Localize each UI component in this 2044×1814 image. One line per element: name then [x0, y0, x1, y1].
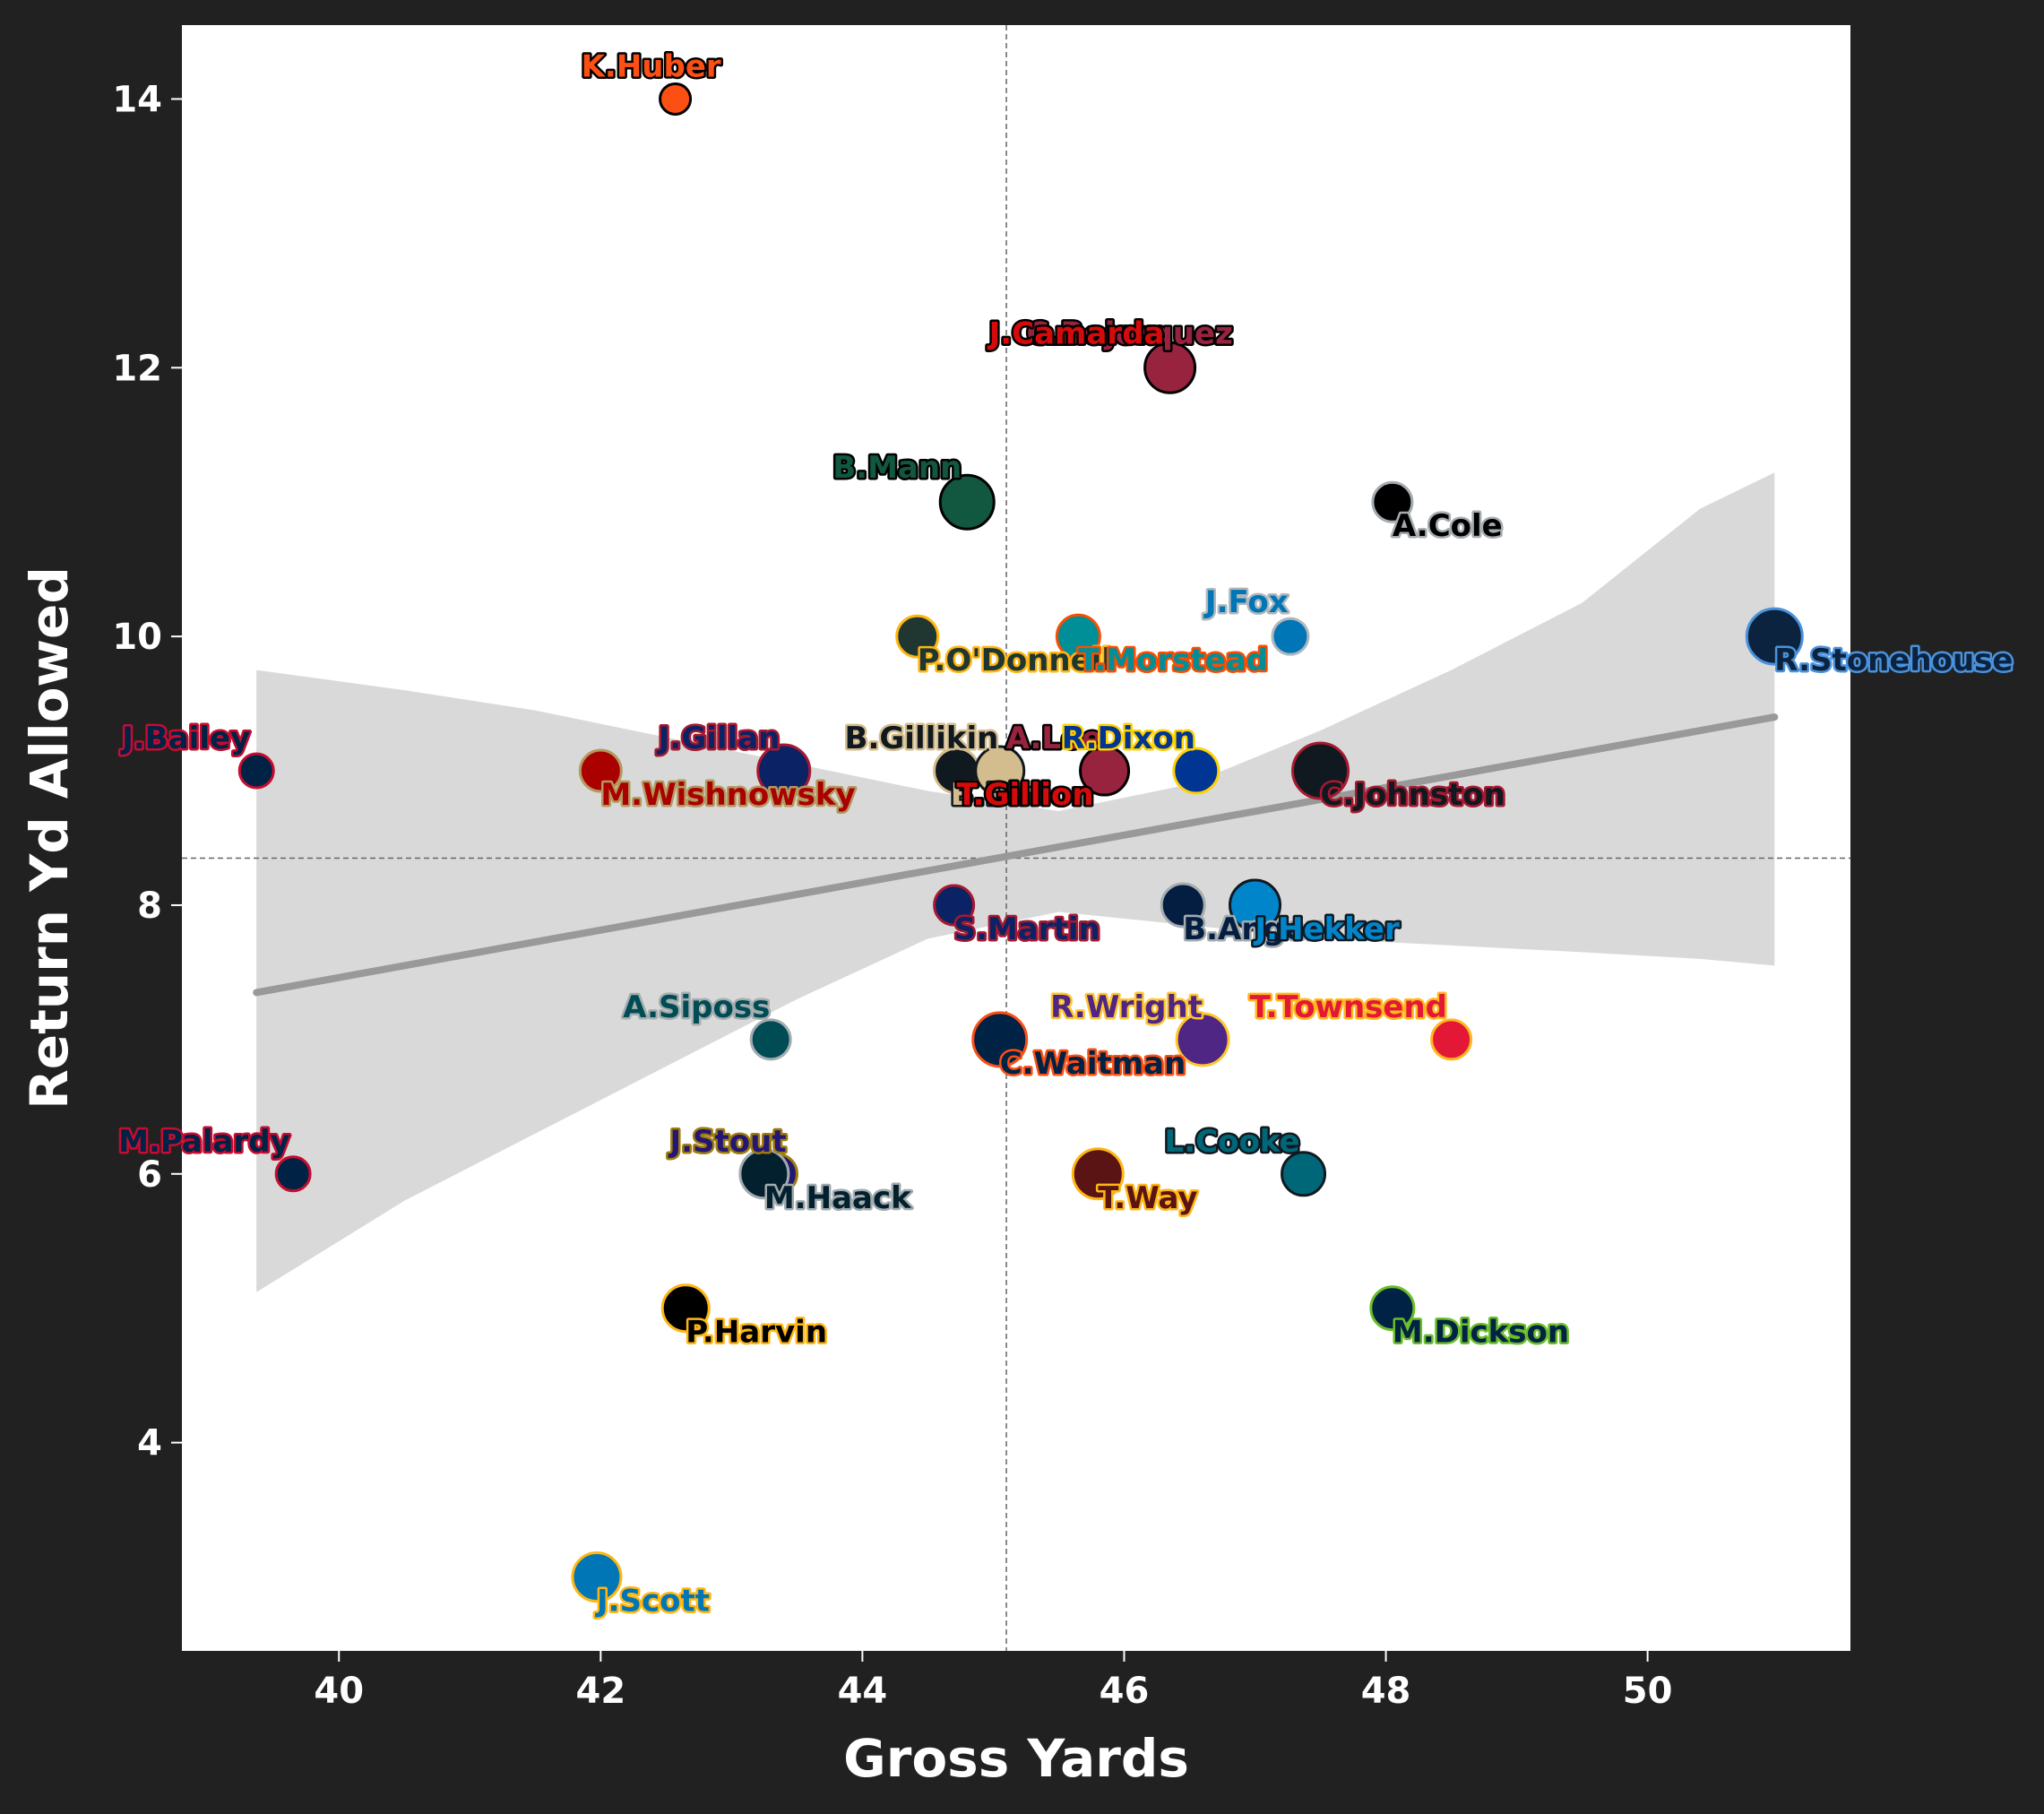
x-axis-ticks: 40 42 44 46 48 50 — [314, 1651, 1672, 1712]
point-b-mann — [938, 473, 996, 531]
point-b-anger — [1160, 882, 1206, 929]
x-axis-label: Gross Yards — [843, 1728, 1189, 1789]
point-k-huber — [659, 82, 693, 116]
point-label-c-johnston: C.Johnston — [1321, 777, 1505, 813]
point-l-cooke — [1281, 1151, 1327, 1197]
point-label-p-o-donnell: P.O'Donnell — [918, 643, 1112, 678]
y-tick-label: 10 — [112, 617, 162, 658]
y-tick-label: 14 — [112, 79, 162, 120]
point-label-c-waitman: C.Waitman — [1000, 1046, 1186, 1082]
point-label-t-way: T.Way — [1098, 1180, 1197, 1216]
point-label-t-townsend: T.Townsend — [1250, 989, 1447, 1025]
y-tick-label: 6 — [137, 1154, 162, 1196]
y-tick-label: 12 — [112, 348, 162, 389]
point-j-fox — [1271, 617, 1310, 656]
point-b-pinion — [974, 745, 1026, 797]
point-label-t-gill: T.Gill — [957, 777, 1041, 813]
point-t-morstead — [1055, 613, 1101, 660]
point-m-palardy — [274, 1155, 312, 1193]
point-label-r-wright: R.Wright — [1050, 989, 1203, 1025]
point-j-hekker — [1229, 878, 1282, 932]
point-m-haack — [738, 1148, 790, 1200]
point-r-wright — [1175, 1012, 1230, 1067]
point-label-a-cole: A.Cole — [1393, 508, 1503, 544]
point-a-cole — [1371, 480, 1414, 523]
point-label-a-lee: A.Lee — [1006, 721, 1103, 756]
point-c-johnston — [1291, 741, 1350, 800]
point-p-o-donnell — [895, 614, 940, 659]
points-layer — [237, 82, 1804, 1603]
point-label-k-huber: K.Huber — [582, 48, 721, 84]
point-c-bojorquez — [1143, 341, 1197, 394]
point-label-t-morstead: T.Morstead — [1078, 643, 1268, 678]
point-label-t-gillion: T.Gillion — [957, 777, 1094, 813]
x-tick-label: 50 — [1623, 1671, 1673, 1712]
point-label-m-dickson: M.Dickson — [1393, 1315, 1569, 1351]
y-axis-label: Return Yd Allowed — [19, 566, 80, 1110]
point-c-waitman — [971, 1011, 1029, 1068]
point-j-scott — [571, 1551, 623, 1603]
point-a-siposs — [749, 1018, 792, 1061]
x-tick-label: 48 — [1361, 1671, 1411, 1712]
point-label-b-mann: B.Mann — [832, 450, 962, 486]
point-label-c-bojorquez: C.Bojorquez — [1027, 315, 1233, 351]
point-label-b-pinion: B.Pinion — [951, 777, 1093, 813]
point-label-j-bailey: J.Bailey — [120, 721, 250, 756]
confidence-band — [256, 472, 1775, 1292]
point-label-a-siposs: A.Siposs — [623, 989, 770, 1025]
point-r-stonehouse — [1745, 607, 1804, 666]
point-t-townsend — [1430, 1018, 1473, 1061]
confidence-band-layer — [256, 472, 1775, 1292]
point-s-martin — [933, 884, 976, 927]
point-label-m-wishnowsky: M.Wishnowsky — [600, 777, 855, 813]
point-label-j-stout: J.Stout — [668, 1124, 786, 1160]
point-m-wishnowsky — [578, 748, 623, 793]
point-label-p-harvin: P.Harvin — [686, 1315, 827, 1351]
x-tick-label: 46 — [1100, 1671, 1150, 1712]
x-tick-label: 40 — [314, 1671, 364, 1712]
point-label-m-palardy: M.Palardy — [118, 1124, 290, 1160]
point-a-lee — [1079, 745, 1131, 797]
point-label-j-camarda: J.Camarda — [988, 315, 1165, 351]
point-j-gillan — [756, 743, 812, 799]
x-tick-label: 44 — [838, 1671, 888, 1712]
point-t-way — [1071, 1147, 1125, 1201]
point-label-j-scott: J.Scott — [595, 1584, 710, 1620]
point-m-dickson — [1369, 1285, 1416, 1332]
point-label-j-hekker: J.Hekker — [1254, 911, 1400, 947]
point-label-s-martin: S.Martin — [954, 911, 1100, 947]
y-axis-ticks: 4 6 8 10 12 14 — [112, 79, 182, 1464]
point-label-r-stonehouse: R.Stonehouse — [1774, 643, 2013, 678]
trend-line-layer — [253, 713, 1779, 997]
point-j-bailey — [237, 752, 275, 790]
point-label-b-anger: B.Anger — [1183, 911, 1321, 947]
point-r-dixon — [1172, 747, 1220, 795]
y-tick-label: 4 — [137, 1423, 162, 1464]
point-label-m-haack: M.Haack — [764, 1180, 912, 1216]
point-label-r-dixon: R.Dixon — [1062, 721, 1195, 756]
y-tick-label: 8 — [137, 885, 162, 927]
x-tick-label: 42 — [575, 1671, 625, 1712]
point-label-j-fox: J.Fox — [1203, 584, 1289, 620]
trend-line — [253, 713, 1779, 997]
point-p-harvin — [660, 1283, 711, 1334]
point-label-b-gillikin: B.Gillikin — [845, 721, 999, 756]
point-label-l-cooke: L.Cooke — [1165, 1124, 1300, 1160]
point-label-j-gillan: J.Gillan — [657, 721, 781, 756]
